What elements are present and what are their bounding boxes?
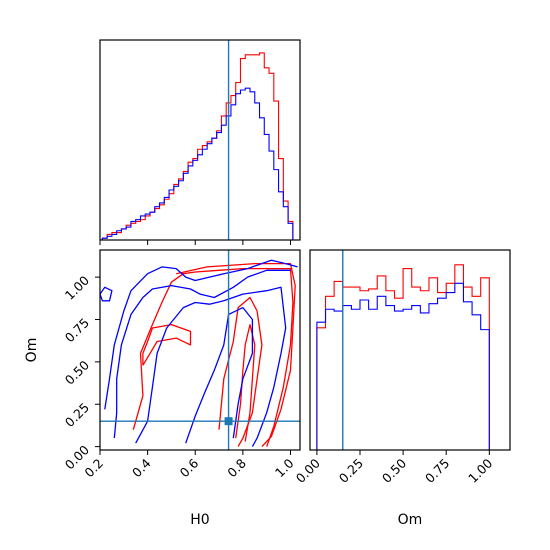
contour-series-1-level-0 [104, 259, 298, 410]
h0-histogram-series [101, 40, 294, 240]
om-histogram-series [316, 250, 490, 450]
contour-series-1-level-3 [185, 306, 254, 444]
contour-series-0-level-4 [142, 323, 192, 366]
contour-series-0-level-3 [235, 323, 256, 442]
om-marginal-frame [309, 249, 511, 451]
contour-truth-marker [224, 417, 233, 426]
h0-histogram-series-1 [101, 87, 294, 240]
contour-series-1-level-2 [135, 286, 287, 447]
contour-series [100, 250, 300, 450]
x-axis-label-h0: H0 [190, 512, 209, 528]
contour-series-0-level-1 [132, 267, 294, 447]
contour-series-1-level-4 [100, 286, 113, 302]
h0-marginal-tick-marks [99, 240, 291, 245]
h0-marginal-panel [99, 39, 301, 245]
contour-series-1-level-1 [113, 269, 291, 439]
contour-frame [99, 249, 301, 451]
contour-series-0-level-0 [176, 262, 296, 448]
h0-marginal-frame [99, 39, 301, 241]
x-axis-label-om: Om [398, 512, 423, 528]
y-axis-label-om: Om [24, 338, 40, 363]
